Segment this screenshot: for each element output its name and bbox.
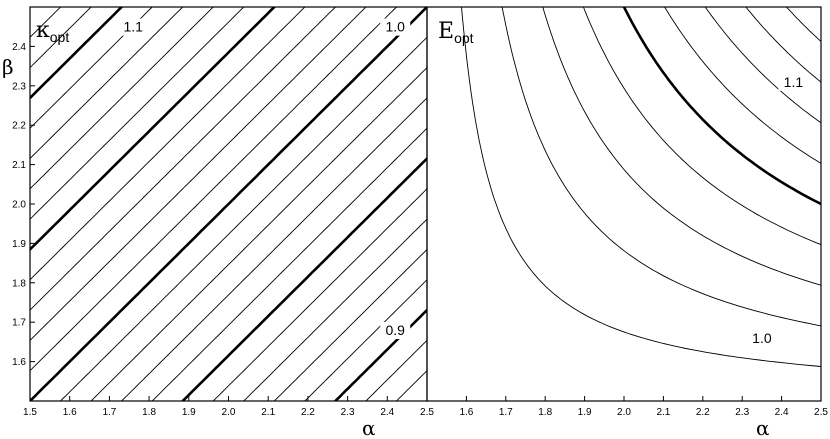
e-contour-line	[582, 7, 821, 246]
level-label-background	[380, 322, 411, 340]
kappa-major-contour	[181, 157, 427, 401]
kappa-opt-panel: 1.5 1.6 1.7 1.8 1.9 2.0 2.1 2.2 2.3 2.4 2.5 1.6 1.7…	[2, 6, 434, 439]
kappa-contour-line	[121, 97, 427, 401]
contour-level-label: 1.1	[123, 19, 143, 35]
kappa-panel-label: κopt	[36, 18, 69, 45]
kappa-contour-lines	[30, 7, 427, 401]
level-label-background	[380, 18, 411, 36]
x-tick-label: 2.0	[222, 407, 236, 418]
x-tick-label: 1.5	[23, 407, 37, 418]
x-tick-label: 2.5	[814, 407, 828, 418]
kappa-contour-line	[90, 67, 427, 401]
level-label-background	[746, 329, 777, 347]
x-tick-label: 1.9	[578, 407, 592, 418]
e-contour-line	[461, 7, 821, 367]
x-tick-label: 2.4	[380, 407, 394, 418]
x-tick-label: 2.2	[301, 407, 315, 418]
kappa-y-ticks: 1.6 1.7 1.8 1.9 2.0 2.1 2.2 2.3 2.4	[12, 42, 35, 368]
e-subscript: opt	[454, 30, 474, 46]
kappa-contour-line	[30, 7, 214, 190]
x-tick-label: 2.1	[261, 407, 275, 418]
level-label-background	[778, 73, 809, 91]
kappa-contour-line	[30, 7, 245, 220]
kappa-contour-line	[304, 279, 427, 401]
contour-level-label: 1.0	[752, 330, 772, 346]
x-tick-label: 2.3	[735, 407, 749, 418]
y-tick-label: 1.8	[12, 278, 26, 289]
e-opt-panel: 1.6 1.7 1.8 1.9 2.0 2.1 2.2 2.3 2.4 2.5 1.1 1.0 Eo…	[426, 6, 828, 439]
x-tick-label: 1.7	[102, 407, 116, 418]
e-symbol: E	[438, 19, 454, 44]
y-tick-label: 2.4	[12, 42, 26, 53]
kappa-contour-line	[273, 249, 427, 401]
y-tick-label: 2.0	[12, 200, 26, 211]
x-tick-label: 2.5	[420, 407, 434, 418]
kappa-symbol: κ	[36, 18, 50, 43]
e-contour-line	[542, 7, 821, 286]
x-tick-label: 1.9	[182, 407, 196, 418]
x-tick-label: 2.4	[775, 407, 789, 418]
kappa-contour-line	[30, 7, 336, 311]
y-tick-label: 1.9	[12, 239, 26, 250]
e-contour-line	[786, 7, 821, 42]
level-label-background	[118, 18, 149, 36]
kappa-level-labels: 1.1 1.0 0.9	[118, 18, 411, 340]
kappa-contour-line	[30, 7, 184, 159]
e-major-contour	[622, 7, 821, 206]
y-tick-label: 1.6	[12, 357, 26, 368]
e-x-axis-label: α	[756, 416, 770, 439]
kappa-contour-line	[30, 7, 61, 38]
x-tick-label: 2.2	[696, 407, 710, 418]
x-tick-label: 1.6	[63, 407, 77, 418]
y-tick-label: 2.3	[12, 81, 26, 92]
kappa-contour-line	[396, 370, 427, 401]
x-tick-label: 2.0	[617, 407, 631, 418]
kappa-x-axis-label: α	[362, 416, 376, 439]
x-tick-label: 2.1	[656, 407, 670, 418]
x-tick-label: 1.8	[142, 407, 156, 418]
y-tick-label: 2.1	[12, 160, 26, 171]
kappa-contour-line	[30, 7, 367, 341]
contour-level-label: 1.0	[386, 19, 406, 35]
x-tick-label: 2.3	[341, 407, 355, 418]
y-tick-label: 2.2	[12, 121, 26, 132]
kappa-subscript: opt	[50, 29, 70, 45]
kappa-contour-line	[30, 7, 306, 281]
x-tick-label: 1.8	[538, 407, 552, 418]
kappa-contour-line	[30, 7, 397, 372]
y-tick-label: 1.7	[12, 318, 26, 329]
e-panel-label: Eopt	[438, 19, 474, 46]
kappa-contour-line	[365, 339, 427, 401]
contour-level-label: 1.1	[784, 74, 804, 90]
e-contour-lines	[461, 7, 821, 367]
e-contour-line	[501, 7, 821, 327]
kappa-major-contour	[30, 7, 427, 401]
beta-axis-label: β	[2, 55, 14, 79]
x-tick-label: 1.7	[499, 407, 513, 418]
kappa-x-ticks: 1.5 1.6 1.7 1.8 1.9 2.0 2.1 2.2 2.3 2.4 2.5	[23, 396, 434, 418]
e-contour-line	[704, 7, 821, 124]
kappa-contour-line	[243, 218, 427, 401]
kappa-contour-line	[60, 36, 427, 401]
kappa-contour-line	[151, 127, 427, 401]
e-x-ticks: 1.6 1.7 1.8 1.9 2.0 2.1 2.2 2.3 2.4 2.5	[459, 396, 828, 418]
kappa-contour-line	[212, 188, 427, 401]
e-contour-line	[745, 7, 821, 83]
e-contour-line	[664, 7, 821, 164]
e-level-labels: 1.1 1.0	[746, 73, 809, 347]
kappa-contour-line	[30, 7, 92, 69]
contour-level-label: 0.9	[386, 322, 406, 338]
x-tick-label: 1.6	[459, 407, 473, 418]
